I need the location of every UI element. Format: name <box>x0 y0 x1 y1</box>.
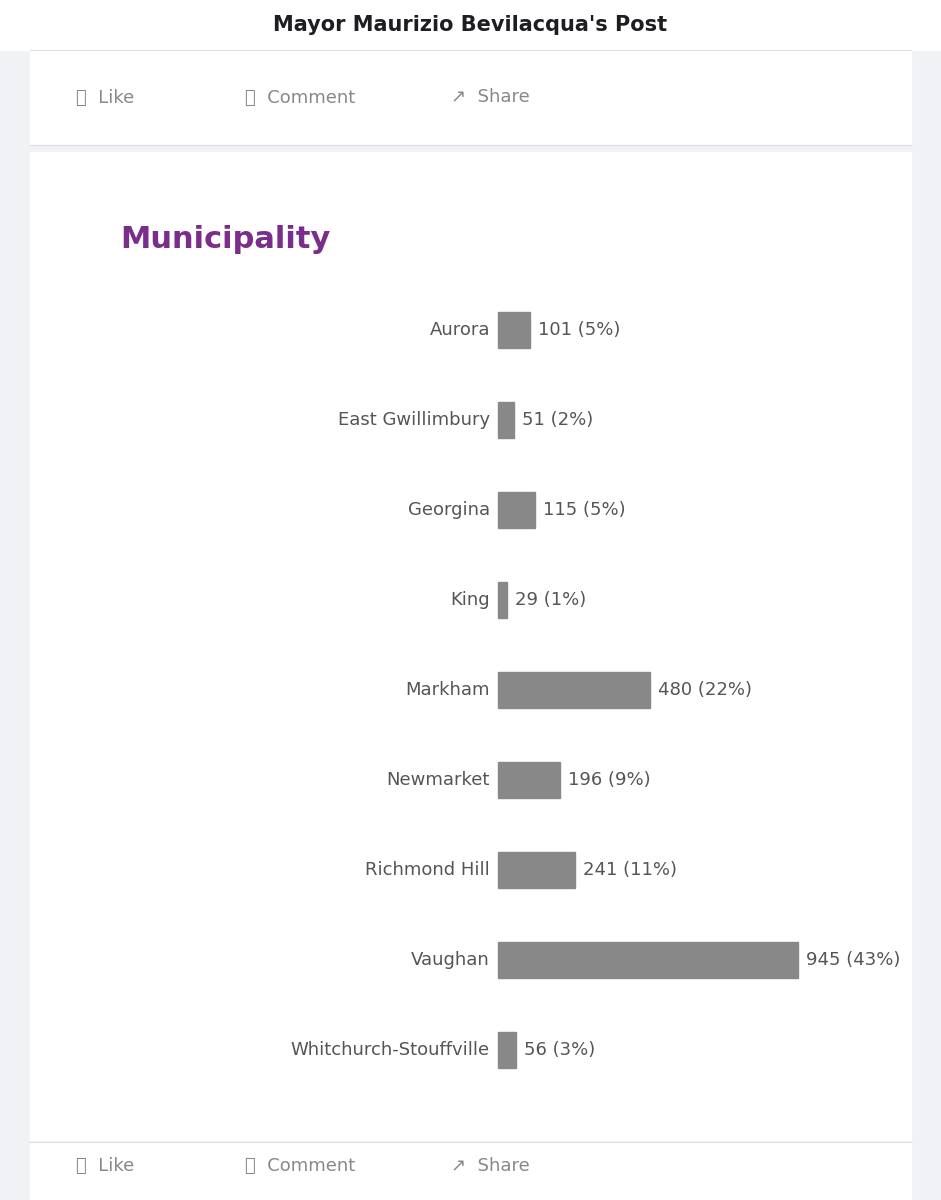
Text: Richmond Hill: Richmond Hill <box>365 862 490 878</box>
Text: East Gwillimbury: East Gwillimbury <box>338 410 490 428</box>
Bar <box>30 152 911 1140</box>
Text: 101 (5%): 101 (5%) <box>538 320 620 338</box>
Text: 👍  Like: 👍 Like <box>76 1157 135 1175</box>
Text: Whitchurch-Stouffville: Whitchurch-Stouffville <box>291 1040 490 1058</box>
Bar <box>498 582 507 618</box>
Text: 115 (5%): 115 (5%) <box>543 502 625 518</box>
Text: King: King <box>451 590 490 608</box>
Text: 945 (43%): 945 (43%) <box>806 950 901 970</box>
Text: 51 (2%): 51 (2%) <box>522 410 594 428</box>
Bar <box>498 492 534 528</box>
Text: Markham: Markham <box>406 680 490 698</box>
Text: Municipality: Municipality <box>120 226 330 254</box>
Text: 480 (22%): 480 (22%) <box>659 680 753 698</box>
Text: 29 (1%): 29 (1%) <box>516 590 586 608</box>
Text: 💬  Comment: 💬 Comment <box>245 1157 355 1175</box>
Text: 241 (11%): 241 (11%) <box>582 862 677 878</box>
Text: Vaughan: Vaughan <box>411 950 490 970</box>
Bar <box>498 942 798 978</box>
Text: Aurora: Aurora <box>429 320 490 338</box>
Bar <box>498 852 575 888</box>
Text: 56 (3%): 56 (3%) <box>524 1040 595 1058</box>
Bar <box>0 0 941 50</box>
Bar <box>498 1032 516 1068</box>
Bar <box>30 1142 911 1200</box>
Text: 196 (9%): 196 (9%) <box>568 770 651 790</box>
Bar <box>498 312 530 348</box>
Text: 👍  Like: 👍 Like <box>76 89 135 107</box>
Bar <box>498 402 514 438</box>
Text: Georgina: Georgina <box>407 502 490 518</box>
Bar <box>498 762 560 798</box>
Text: ↗  Share: ↗ Share <box>451 1157 530 1175</box>
Text: ↗  Share: ↗ Share <box>451 89 530 107</box>
Bar <box>498 672 650 708</box>
Bar <box>30 50 911 145</box>
Text: Mayor Maurizio Bevilacqua's Post: Mayor Maurizio Bevilacqua's Post <box>274 14 667 35</box>
Text: Newmarket: Newmarket <box>387 770 490 790</box>
Text: 💬  Comment: 💬 Comment <box>245 89 355 107</box>
